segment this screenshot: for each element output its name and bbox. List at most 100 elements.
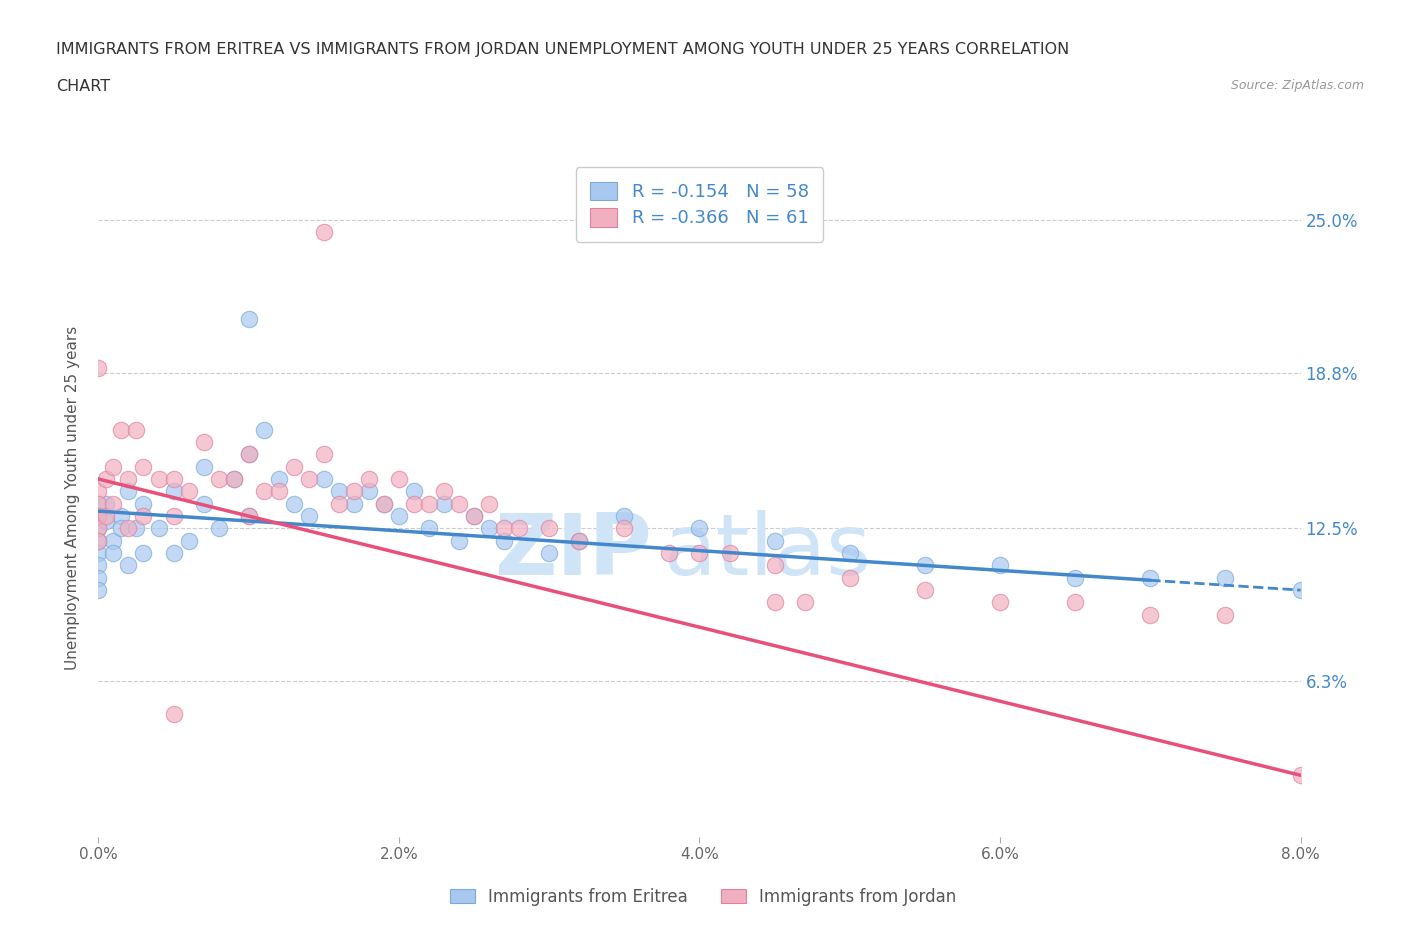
Point	[238, 509, 260, 524]
Point	[1139, 607, 1161, 622]
Point	[312, 225, 335, 240]
Point	[838, 546, 860, 561]
Point	[87, 533, 110, 548]
Point	[418, 521, 440, 536]
Point	[132, 546, 155, 561]
Point	[613, 521, 636, 536]
Point	[388, 509, 411, 524]
Point	[222, 472, 245, 486]
Point	[418, 497, 440, 512]
Point	[328, 497, 350, 512]
Point	[117, 484, 139, 498]
Point	[763, 595, 786, 610]
Legend: R = -0.154   N = 58, R = -0.366   N = 61: R = -0.154 N = 58, R = -0.366 N = 61	[576, 167, 823, 242]
Text: Source: ZipAtlas.com: Source: ZipAtlas.com	[1230, 79, 1364, 92]
Point	[988, 558, 1011, 573]
Point	[838, 570, 860, 585]
Point	[538, 521, 561, 536]
Point	[298, 472, 321, 486]
Point	[357, 484, 380, 498]
Point	[447, 533, 470, 548]
Point	[914, 558, 936, 573]
Point	[125, 422, 148, 437]
Point	[132, 459, 155, 474]
Point	[253, 422, 276, 437]
Point	[613, 509, 636, 524]
Point	[343, 484, 366, 498]
Point	[793, 595, 815, 610]
Point	[253, 484, 276, 498]
Point	[94, 509, 117, 524]
Point	[208, 521, 231, 536]
Point	[1289, 583, 1312, 598]
Point	[568, 533, 591, 548]
Point	[283, 497, 305, 512]
Point	[1215, 607, 1237, 622]
Point	[87, 521, 110, 536]
Point	[125, 521, 148, 536]
Point	[402, 497, 425, 512]
Point	[103, 533, 125, 548]
Point	[110, 521, 132, 536]
Point	[267, 472, 290, 486]
Point	[103, 497, 125, 512]
Point	[87, 497, 110, 512]
Y-axis label: Unemployment Among Youth under 25 years: Unemployment Among Youth under 25 years	[65, 326, 80, 670]
Point	[94, 497, 117, 512]
Point	[117, 472, 139, 486]
Text: ZIP: ZIP	[494, 511, 651, 593]
Point	[132, 509, 155, 524]
Point	[238, 312, 260, 326]
Point	[193, 459, 215, 474]
Point	[238, 509, 260, 524]
Point	[162, 472, 184, 486]
Point	[283, 459, 305, 474]
Point	[208, 472, 231, 486]
Point	[463, 509, 485, 524]
Point	[1064, 570, 1087, 585]
Point	[312, 472, 335, 486]
Point	[193, 497, 215, 512]
Point	[402, 484, 425, 498]
Point	[177, 484, 200, 498]
Point	[689, 521, 711, 536]
Point	[763, 558, 786, 573]
Point	[763, 533, 786, 548]
Point	[298, 509, 321, 524]
Point	[494, 533, 516, 548]
Point	[110, 422, 132, 437]
Point	[328, 484, 350, 498]
Point	[988, 595, 1011, 610]
Point	[117, 521, 139, 536]
Point	[87, 509, 110, 524]
Point	[222, 472, 245, 486]
Point	[312, 447, 335, 462]
Point	[373, 497, 395, 512]
Point	[162, 546, 184, 561]
Point	[447, 497, 470, 512]
Point	[494, 521, 516, 536]
Point	[110, 509, 132, 524]
Legend: Immigrants from Eritrea, Immigrants from Jordan: Immigrants from Eritrea, Immigrants from…	[443, 881, 963, 912]
Point	[1289, 768, 1312, 783]
Point	[433, 497, 456, 512]
Point	[1064, 595, 1087, 610]
Point	[433, 484, 456, 498]
Point	[162, 509, 184, 524]
Point	[87, 546, 110, 561]
Text: CHART: CHART	[56, 79, 110, 94]
Point	[568, 533, 591, 548]
Point	[478, 497, 501, 512]
Point	[177, 533, 200, 548]
Point	[87, 558, 110, 573]
Point	[87, 570, 110, 585]
Point	[1215, 570, 1237, 585]
Point	[238, 447, 260, 462]
Point	[87, 361, 110, 376]
Point	[238, 447, 260, 462]
Point	[538, 546, 561, 561]
Point	[162, 706, 184, 721]
Point	[388, 472, 411, 486]
Point	[87, 521, 110, 536]
Point	[94, 472, 117, 486]
